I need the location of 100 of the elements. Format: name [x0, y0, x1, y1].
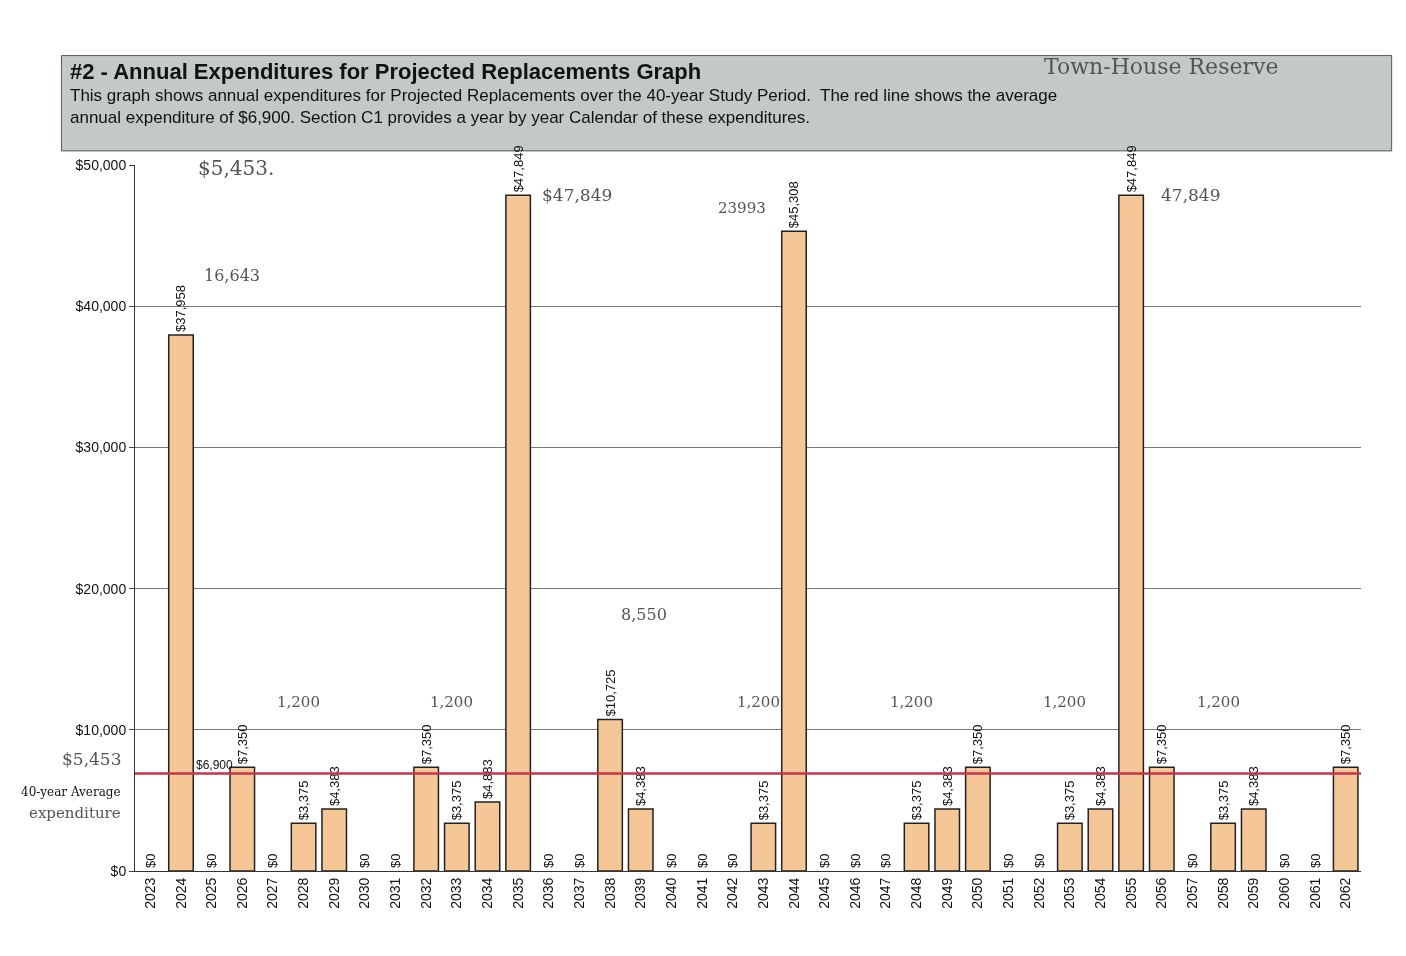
x-tick-label: 2025: [203, 877, 220, 909]
x-tick-label: 2043: [754, 877, 771, 909]
data-label: $0: [541, 853, 557, 868]
bar: [903, 822, 930, 871]
bar: [597, 718, 624, 871]
data-label: $0: [725, 853, 741, 868]
data-label: $0: [1031, 853, 1047, 868]
data-label: $0: [817, 853, 833, 868]
x-tick-label: 2055: [1122, 877, 1139, 909]
x-tick-label: 2060: [1275, 877, 1292, 909]
bar: [505, 194, 532, 871]
data-label: $0: [1001, 853, 1017, 868]
data-label: $4,383: [1246, 766, 1262, 807]
data-label: $0: [1184, 853, 1200, 868]
x-tick-label: 2027: [264, 877, 281, 909]
y-tick-label: $0: [110, 862, 127, 879]
text: Town-House Reserve: [1044, 54, 1279, 79]
x-tick-label: 2031: [387, 877, 404, 909]
annotation: 1,200: [1197, 693, 1240, 711]
data-label: $0: [571, 853, 587, 868]
bar: [934, 808, 961, 871]
annotation: 1,200: [737, 693, 780, 711]
bar: [1332, 766, 1359, 871]
bar: [443, 822, 470, 871]
x-tick-label: 2033: [448, 877, 465, 909]
x-tick-label: 2051: [1000, 877, 1017, 909]
data-label: $0: [357, 853, 373, 868]
chart-title: #2 - Annual Expenditures for Projected Replacements Graph: [70, 59, 702, 84]
y-tick-label: $30,000: [75, 439, 127, 456]
data-label: $4,383: [939, 766, 955, 807]
bar: [1118, 194, 1145, 871]
x-tick-label: 2061: [1306, 877, 1323, 909]
data-label: $0: [1276, 853, 1292, 868]
data-label: $7,350: [970, 724, 986, 765]
x-tick-label: 2049: [938, 877, 955, 909]
x-tick-label: 2044: [785, 877, 802, 909]
annotation: $5,453.: [198, 156, 275, 180]
annotation: 23993: [718, 199, 766, 217]
x-tick-label: 2030: [356, 877, 373, 909]
y-tick-label: $10,000: [75, 721, 127, 738]
bar: [1240, 808, 1267, 871]
bar: [750, 822, 777, 871]
annotation: 47,849: [1161, 185, 1221, 205]
x-tick-label: 2028: [295, 877, 312, 909]
data-label: $3,375: [909, 780, 925, 821]
x-tick-label: 2038: [601, 877, 618, 909]
data-label: $47,849: [510, 145, 526, 193]
bar: [474, 801, 501, 871]
bar: [780, 230, 807, 871]
annotation: 16,643: [204, 266, 260, 285]
annotation: 8,550: [621, 605, 667, 624]
chart-subtitle: This graph shows annual expenditures for Projected Replacements over the 40-year Study Period. The red line shows the average annual expenditure of $6,900. Section C1 provides a year by year Calendar of these expenditures.: [70, 86, 1058, 128]
x-tick-label: 2024: [172, 877, 189, 909]
annotation: 1,200: [1043, 693, 1086, 711]
data-label: $7,350: [234, 724, 250, 765]
annotation: 1,200: [430, 693, 473, 711]
x-tick-label: 2047: [877, 877, 894, 909]
data-label: $4,383: [633, 766, 649, 807]
bar: [290, 822, 317, 871]
x-tick-label: 2052: [1030, 877, 1047, 909]
x-tick-label: 2050: [969, 877, 986, 909]
bar: [1056, 822, 1083, 871]
bar: [167, 334, 194, 871]
data-label: $3,375: [296, 780, 312, 821]
annotation: 1,200: [277, 693, 320, 711]
y-tick-label: $20,000: [75, 580, 127, 597]
y-tick-label: $50,000: [75, 156, 127, 173]
data-label: $0: [388, 853, 404, 868]
x-tick-label: 2039: [632, 877, 649, 909]
data-label: $10,725: [602, 669, 618, 717]
x-tick-label: 2057: [1183, 877, 1200, 909]
annotation: 1,200: [890, 693, 933, 711]
data-label: $45,308: [786, 181, 802, 229]
data-label: $4,383: [1092, 766, 1108, 807]
x-tick-label: 2042: [724, 877, 741, 909]
bar: [964, 766, 991, 871]
bar: [627, 808, 654, 871]
data-label: $7,350: [1338, 724, 1354, 765]
x-tick-label: 2053: [1061, 877, 1078, 909]
data-label: $7,350: [1154, 724, 1170, 765]
x-tick-label: 2062: [1337, 877, 1354, 909]
data-label: $0: [694, 853, 710, 868]
data-label: $3,375: [1062, 780, 1078, 821]
text: expenditure: [29, 804, 121, 822]
annotation: $47,849: [542, 185, 613, 205]
x-tick-label: 2040: [662, 877, 679, 909]
bar: [413, 766, 440, 871]
bar: [1210, 822, 1237, 871]
x-tick-label: 2054: [1092, 877, 1109, 909]
x-tick-label: 2041: [693, 877, 710, 909]
data-label: $47,849: [1123, 145, 1139, 193]
data-label: $0: [204, 853, 220, 868]
data-label: $7,350: [418, 724, 434, 765]
data-label: $4,383: [326, 766, 342, 807]
x-tick-label: 2045: [816, 877, 833, 909]
ref-line-label: $6,900: [196, 758, 234, 772]
x-tick-label: 2034: [479, 877, 496, 909]
text: $5,453: [62, 749, 122, 769]
bar: [1087, 808, 1114, 871]
data-label: $4,883: [479, 759, 495, 800]
